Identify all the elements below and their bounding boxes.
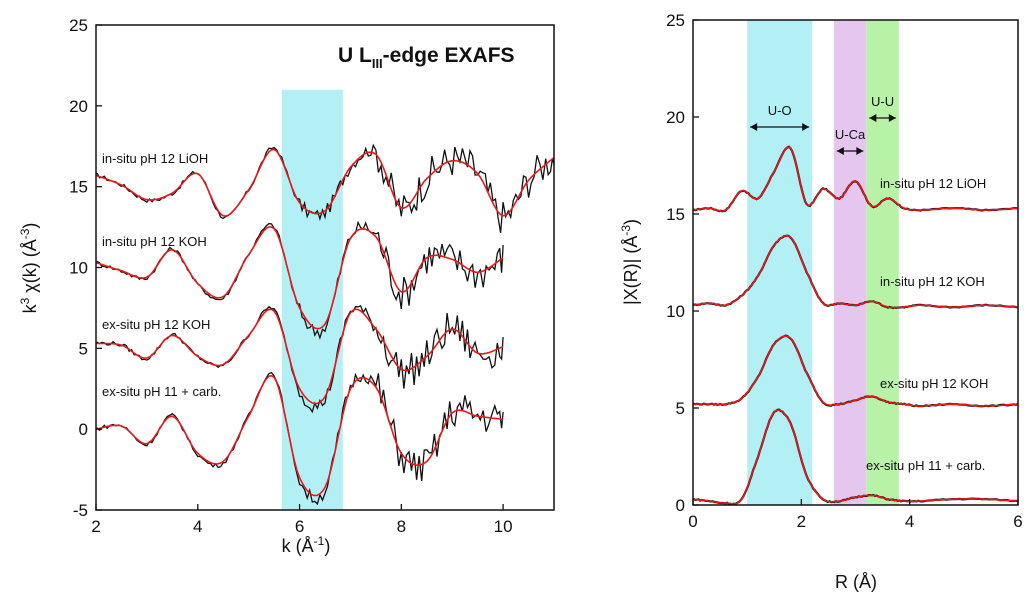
y-tick-label-5: 20 [69, 97, 88, 116]
series-label-3: ex-situ pH 11 + carb. [102, 384, 221, 399]
x-tick-label-3: 8 [397, 517, 406, 536]
x-tick-label-0: 0 [688, 512, 697, 531]
y-tick-label-0: 0 [676, 496, 685, 515]
r-plot-frame [692, 19, 1019, 506]
y-tick-label-4: 20 [666, 108, 685, 127]
y-tick-label-2: 10 [666, 302, 685, 321]
fit-line-3 [95, 374, 504, 497]
y-tick-label-4: 15 [69, 178, 88, 197]
fit-line-2 [96, 308, 504, 405]
y-tick-label-3: 10 [69, 259, 88, 278]
fit-line-1 [95, 226, 504, 330]
band-u-ca [833, 20, 867, 505]
fit-line-2 [693, 335, 1019, 407]
x-tick-label-3: 6 [1013, 512, 1022, 531]
series-label-2: ex-situ pH 12 KOH [880, 376, 988, 391]
r-xlabel: R (Å) [835, 572, 877, 592]
left-panel: in-situ pH 12 LiOH in-situ pH 12 KOH ex-si… [18, 16, 555, 556]
k-series-group: in-situ pH 12 LiOH in-situ pH 12 KOH ex-si… [95, 143, 555, 506]
x-tick-label-1: 4 [193, 517, 202, 536]
y-tick-label-0: -5 [73, 501, 88, 520]
y-tick-label-5: 25 [666, 11, 685, 30]
y-tick-label-3: 15 [666, 205, 685, 224]
x-tick-label-2: 6 [295, 517, 304, 536]
fit-line-3 [692, 409, 1019, 505]
x-tick-label-0: 2 [91, 517, 100, 536]
band-arrowhead-left-2 [869, 114, 877, 122]
series-label-0: in-situ pH 12 LiOH [880, 176, 986, 191]
band-arrowhead-right-0 [802, 123, 810, 131]
series-label-1: in-situ pH 12 KOH [102, 234, 207, 249]
band-u-o [747, 20, 813, 505]
series-label-1: in-situ pH 12 KOH [880, 274, 985, 289]
band-label-1: U-Ca [835, 127, 866, 142]
band-arrowhead-right-2 [888, 114, 896, 122]
band-u-u [866, 20, 899, 505]
r-series-group: in-situ pH 12 LiOH in-situ pH 12 KOH ex-si… [692, 145, 1019, 506]
y-tick-label-1: 5 [676, 399, 685, 418]
r-ticks: 0 2 4 6 0 5 10 15 20 25 [666, 11, 1023, 531]
y-tick-label-2: 5 [79, 339, 88, 358]
k-xlabel: k (Å-1) [282, 534, 331, 556]
x-tick-label-4: 10 [494, 517, 513, 536]
k-ticks: 2 4 6 8 10 -5 0 5 10 15 20 25 [69, 16, 512, 536]
r-shell-bands: U-O U-Ca U-U [747, 20, 899, 505]
k-highlight-band [281, 89, 343, 511]
series-label-0: in-situ pH 12 LiOH [102, 151, 208, 166]
k-title: U LIII-edge EXAFS [338, 44, 515, 71]
k-ylabel: k3 χ(k) (Å-3) [18, 223, 40, 314]
y-tick-label-6: 25 [69, 16, 88, 35]
series-label-3: ex-situ pH 11 + carb. [866, 458, 985, 473]
r-ylabel: |X(R)| (Å-3) [619, 219, 641, 305]
band-arrowhead-left-0 [750, 123, 758, 131]
series-label-2: ex-situ pH 12 KOH [102, 317, 210, 332]
band-label-2: U-U [871, 94, 894, 109]
fit-line-0 [692, 146, 1019, 212]
band-arrowhead-right-1 [856, 147, 864, 155]
fit-line-0 [95, 148, 555, 217]
y-tick-label-1: 0 [79, 420, 88, 439]
fit-line-1 [692, 234, 1019, 309]
band-label-0: U-O [768, 103, 792, 118]
x-tick-label-2: 4 [905, 512, 914, 531]
x-tick-label-1: 2 [797, 512, 806, 531]
band-arrowhead-left-1 [836, 147, 844, 155]
